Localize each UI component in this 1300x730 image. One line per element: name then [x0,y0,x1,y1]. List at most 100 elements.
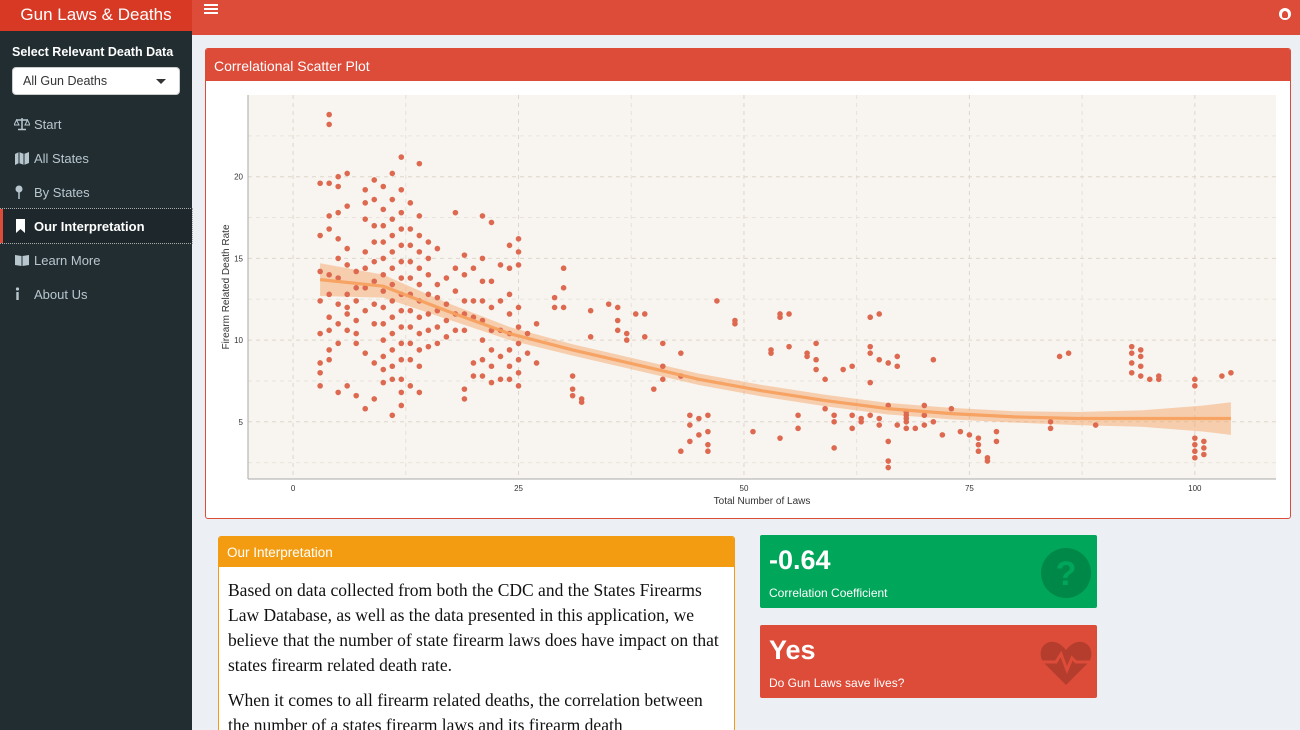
data-point [1092,422,1099,428]
save-lives-value: Yes [769,635,816,665]
data-point [380,288,387,294]
data-point [488,219,495,226]
death-data-select[interactable]: All Gun Deaths [12,67,180,95]
data-point [1219,373,1225,379]
data-point [894,353,901,360]
data-point [398,389,405,396]
scatter-box-title: Correlational Scatter Plot [206,49,1290,81]
data-point [687,438,693,445]
data-point [1201,445,1207,451]
data-point [506,291,513,298]
data-point [362,307,369,314]
correlation-value: -0.64 [769,545,831,575]
data-point [533,320,540,327]
data-point [317,232,323,239]
app-title[interactable]: Gun Laws & Deaths [0,0,192,31]
data-point [831,445,837,451]
data-point [326,347,332,353]
sidebar-item-about-us[interactable]: About Us [0,277,192,311]
data-point [506,265,513,272]
data-point [894,363,901,370]
data-point [876,311,883,317]
data-point [389,216,396,222]
data-point [380,255,387,262]
data-point [443,301,450,307]
data-point [470,265,477,272]
sidebar-item-label: About Us [34,287,88,302]
data-point [407,340,414,347]
svg-text:?: ? [1056,555,1077,593]
data-point [903,419,910,425]
data-point [425,311,432,317]
data-point [434,281,441,288]
data-point [813,356,819,363]
data-point [371,360,378,366]
data-point [416,347,423,353]
data-point [614,317,621,324]
data-point [389,298,396,304]
data-point [858,419,864,425]
data-point [407,275,414,281]
bars-icon[interactable] [204,4,218,18]
data-point [876,422,883,428]
sidebar-item-label: All States [34,151,89,166]
sidebar-item-our-interpretation[interactable]: Our Interpretation [0,208,193,244]
data-point [470,373,477,379]
data-point [389,347,396,353]
data-point [416,330,423,337]
data-point [1128,343,1135,350]
data-point [434,340,441,347]
data-point [993,428,1000,435]
data-point [506,347,513,353]
data-point [587,334,594,340]
x-tick-label: 100 [1188,484,1202,493]
data-point [903,412,910,419]
data-point [623,337,630,343]
data-point [326,226,332,232]
data-point [479,373,486,379]
data-point [389,412,396,419]
data-point [335,340,341,347]
data-point [1128,350,1135,356]
data-point [1128,369,1135,376]
sidebar-item-label: Start [34,117,62,132]
balance-scale-icon [13,117,31,131]
data-point [326,121,332,128]
data-point [1137,353,1144,360]
data-point [416,232,423,239]
data-point [407,383,414,389]
x-tick-labels: 0 25 50 75 100 [291,484,1202,493]
correlation-label: Correlation Coefficient [769,586,888,600]
data-point [380,353,387,360]
data-point [885,438,892,445]
y-tick-label: 20 [234,173,243,182]
data-point [371,301,378,307]
data-point [515,262,522,268]
data-point [371,177,378,183]
data-point [804,353,810,360]
data-point [678,350,684,356]
data-point [317,330,323,337]
data-point [344,327,350,334]
data-point [425,271,432,278]
data-point [416,249,423,255]
data-point [569,386,576,392]
sidebar-item-start[interactable]: Start [0,107,192,141]
data-point [975,435,982,441]
data-point [867,412,874,419]
sidebar-item-learn-more[interactable]: Learn More [0,243,192,277]
data-point [885,360,892,366]
data-point [407,226,414,232]
data-point [380,379,387,386]
data-point [560,265,567,272]
data-point [551,294,558,301]
data-point [371,396,378,402]
sidebar-item-all-states[interactable]: All States [0,141,192,175]
data-point [434,245,441,252]
data-point [687,422,693,428]
sidebar-item-by-states[interactable]: By States [0,175,192,209]
data-point [434,324,441,330]
data-point [696,432,702,438]
data-point [876,356,883,363]
github-icon[interactable] [1279,8,1291,20]
